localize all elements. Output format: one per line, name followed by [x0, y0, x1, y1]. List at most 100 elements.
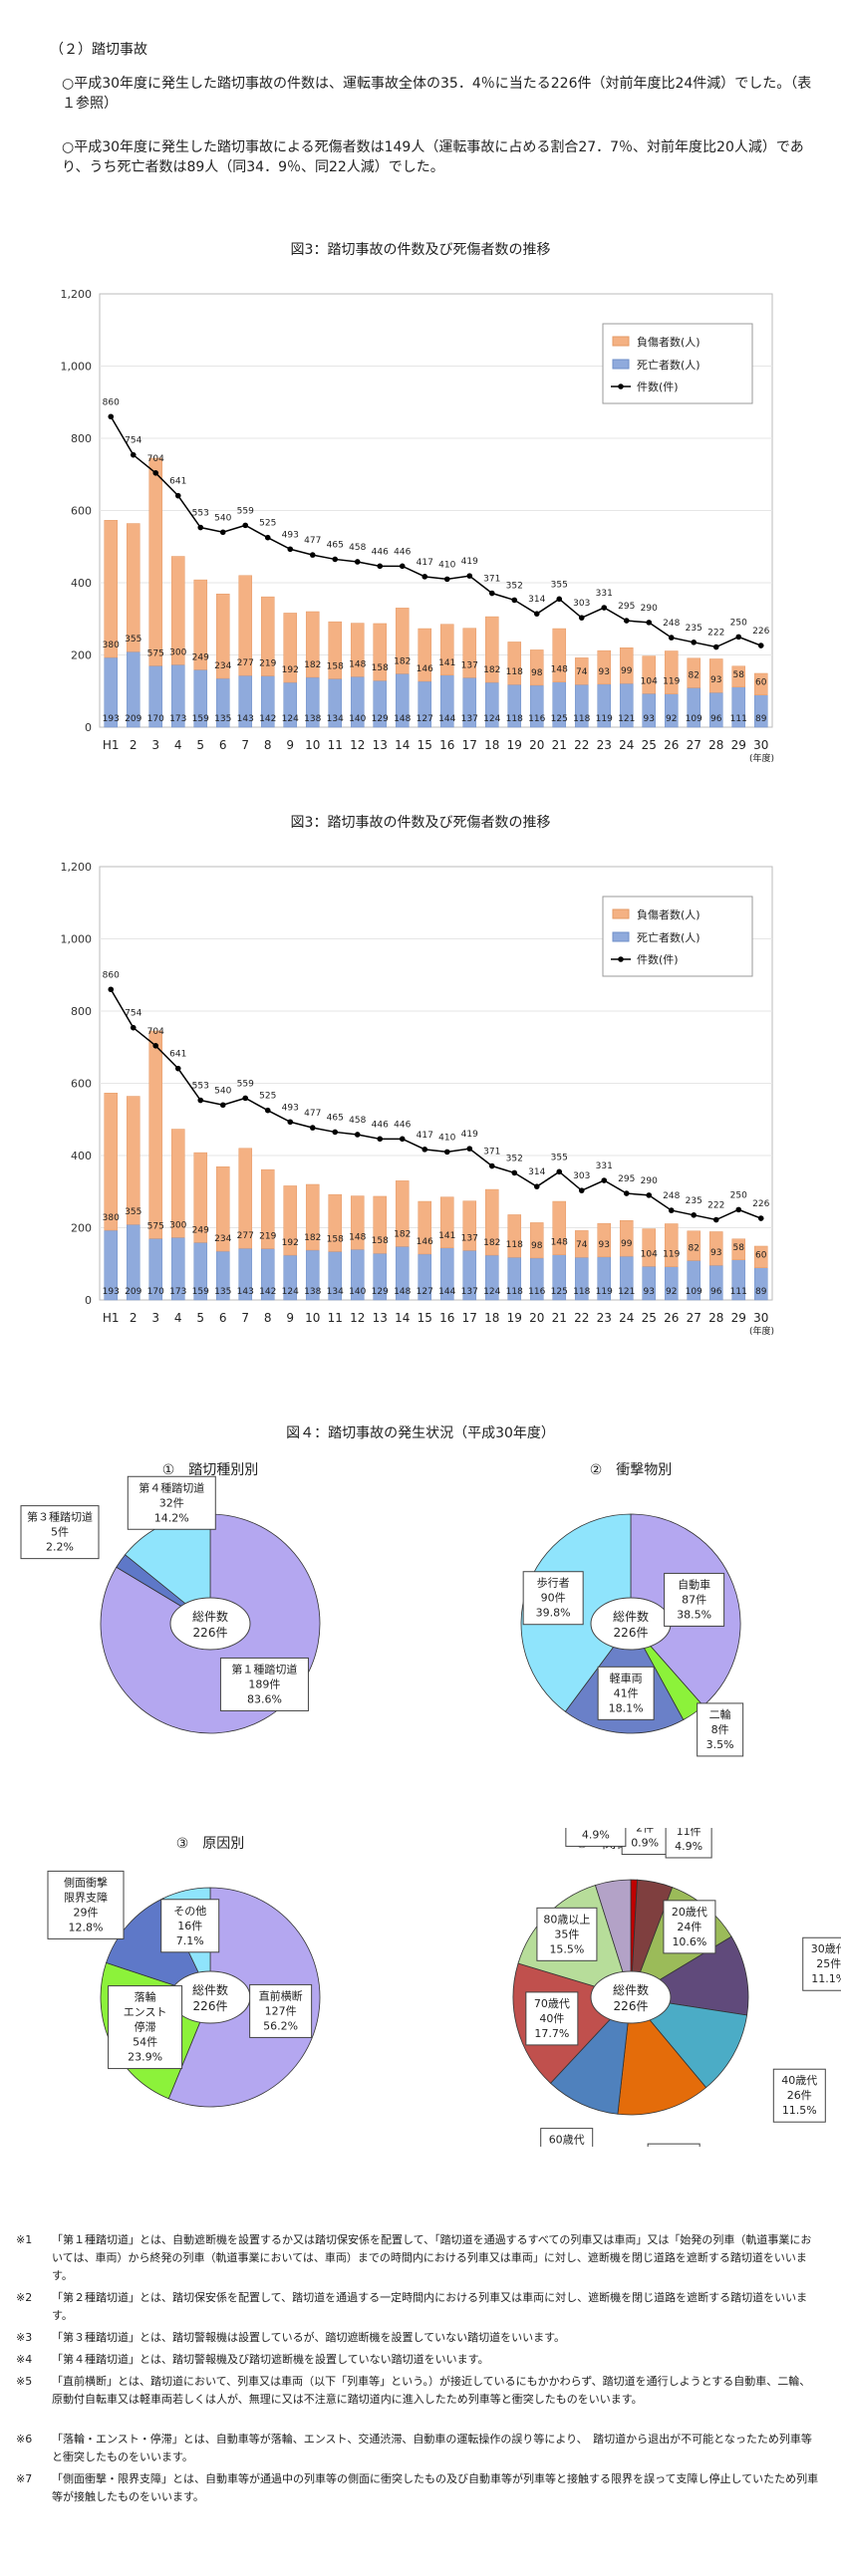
- bar-injured: [664, 1223, 679, 1267]
- point-count: [443, 576, 450, 583]
- slice-label-text: 39.8%: [536, 1607, 571, 1620]
- label-injured: 60: [755, 678, 767, 688]
- slice-label-text: 23.9%: [128, 2051, 162, 2064]
- slice-label-text: 127件: [265, 2004, 297, 2017]
- point-count: [668, 635, 675, 641]
- label-count: 860: [103, 970, 120, 980]
- slice-label-text: 189件: [248, 1677, 280, 1690]
- bar-injured: [619, 647, 634, 684]
- label-count: 371: [483, 575, 500, 585]
- bar-injured: [619, 1220, 634, 1257]
- point-count: [601, 1177, 608, 1183]
- y-tick-label: 600: [71, 505, 92, 518]
- label-count: 458: [349, 1116, 366, 1126]
- section-title: （２）踏切事故: [50, 42, 147, 58]
- x-tick-label: 9: [286, 1311, 294, 1325]
- slice-label-text: 側面衝撃: [64, 1875, 108, 1889]
- label-count: 235: [686, 624, 702, 634]
- bar-injured: [552, 628, 567, 682]
- x-unit-label: (年度): [749, 752, 774, 762]
- label-count: 352: [506, 581, 523, 591]
- center-label-box: [169, 1597, 251, 1651]
- label-deaths: 111: [730, 1287, 747, 1297]
- label-injured: 158: [327, 661, 344, 671]
- line-count: [110, 988, 762, 1221]
- bar-injured: [126, 523, 140, 652]
- slice-label-box: [647, 2143, 701, 2147]
- center-label-title: 総件数: [192, 1609, 228, 1624]
- label-deaths: 124: [282, 1287, 299, 1297]
- bar-injured: [507, 642, 522, 685]
- footnote-6: ※6 「落輪・エンスト・停滞」とは、自動車等が落輪、エンスト、交通渋滞、自動車の運…: [16, 2433, 812, 2463]
- slice-label-box: [160, 1899, 220, 1953]
- bar-injured: [708, 1231, 723, 1266]
- legend-marker-count: [618, 956, 624, 962]
- bar-injured: [529, 1222, 544, 1259]
- slice-label-box: [108, 1985, 183, 2070]
- slice-label-text: 8件: [711, 1723, 729, 1736]
- x-tick-label: 28: [708, 1311, 723, 1325]
- bar-injured: [373, 623, 388, 681]
- slice-label-box: [597, 1666, 655, 1720]
- slice-label-box: [772, 2068, 826, 2123]
- label-count: 295: [618, 602, 635, 612]
- label-injured: 148: [551, 665, 568, 675]
- label-injured: 277: [237, 1231, 254, 1241]
- bar-injured: [215, 593, 230, 679]
- slice-label-text: 60歳代: [549, 2134, 585, 2147]
- label-count: 754: [125, 1009, 141, 1019]
- label-injured: 148: [349, 659, 366, 669]
- slice-label-box: [47, 1870, 125, 1939]
- label-injured: 219: [259, 659, 276, 669]
- label-count: 314: [528, 1167, 545, 1177]
- bar-injured: [731, 1238, 746, 1261]
- slice-label-box: [127, 1475, 216, 1530]
- y-tick-label: 200: [71, 1222, 92, 1235]
- label-deaths: 138: [304, 1287, 321, 1297]
- x-tick-label: 13: [373, 1311, 388, 1325]
- point-count: [578, 1187, 585, 1193]
- bar-injured: [283, 613, 298, 683]
- y-tick-label: 600: [71, 1078, 92, 1091]
- label-count: 250: [730, 618, 747, 628]
- bar-injured: [753, 1245, 768, 1268]
- label-count: 525: [259, 519, 276, 529]
- bar-injured: [529, 649, 544, 686]
- x-tick-label: 21: [552, 1311, 567, 1325]
- label-count: 641: [169, 477, 186, 487]
- label-deaths: 137: [461, 1287, 478, 1297]
- label-count: 446: [372, 1120, 389, 1130]
- slice-label-box: [20, 1505, 100, 1560]
- label-injured: 182: [394, 1229, 411, 1239]
- label-injured: 58: [733, 670, 745, 680]
- label-deaths: 92: [666, 714, 677, 724]
- point-count: [377, 563, 384, 570]
- label-count: 410: [438, 560, 455, 570]
- label-count: 465: [327, 540, 344, 550]
- point-count: [578, 615, 585, 621]
- x-tick-label: 26: [664, 738, 679, 752]
- label-injured: 219: [259, 1232, 276, 1242]
- label-injured: 137: [461, 660, 478, 670]
- slice-label-box: [664, 1572, 725, 1627]
- point-count: [108, 413, 115, 420]
- point-count: [712, 644, 719, 650]
- x-tick-label: 27: [687, 738, 701, 752]
- label-count: 290: [641, 604, 658, 614]
- label-count: 540: [214, 1086, 231, 1096]
- label-deaths: 159: [192, 714, 209, 724]
- bar-injured: [687, 1230, 701, 1261]
- label-injured: 82: [689, 1243, 700, 1253]
- point-count: [152, 470, 159, 476]
- x-tick-label: 25: [642, 738, 657, 752]
- label-deaths: 138: [304, 714, 321, 724]
- label-injured: 137: [461, 1233, 478, 1243]
- label-count: 493: [282, 1103, 299, 1113]
- label-injured: 182: [483, 1238, 500, 1248]
- center-label-value: 226件: [193, 1626, 228, 1640]
- slice-label-text: 90件: [541, 1592, 566, 1605]
- label-count: 314: [528, 595, 545, 605]
- label-count: 352: [506, 1154, 523, 1163]
- label-count: 410: [438, 1133, 455, 1143]
- slice-label-text: その他: [173, 1905, 206, 1918]
